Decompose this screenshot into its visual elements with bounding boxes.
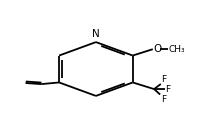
Text: F: F [161, 95, 166, 104]
Text: F: F [162, 75, 167, 84]
Text: F: F [165, 85, 170, 94]
Text: O: O [154, 44, 162, 54]
Text: CH₃: CH₃ [169, 45, 186, 54]
Text: N: N [92, 29, 100, 39]
